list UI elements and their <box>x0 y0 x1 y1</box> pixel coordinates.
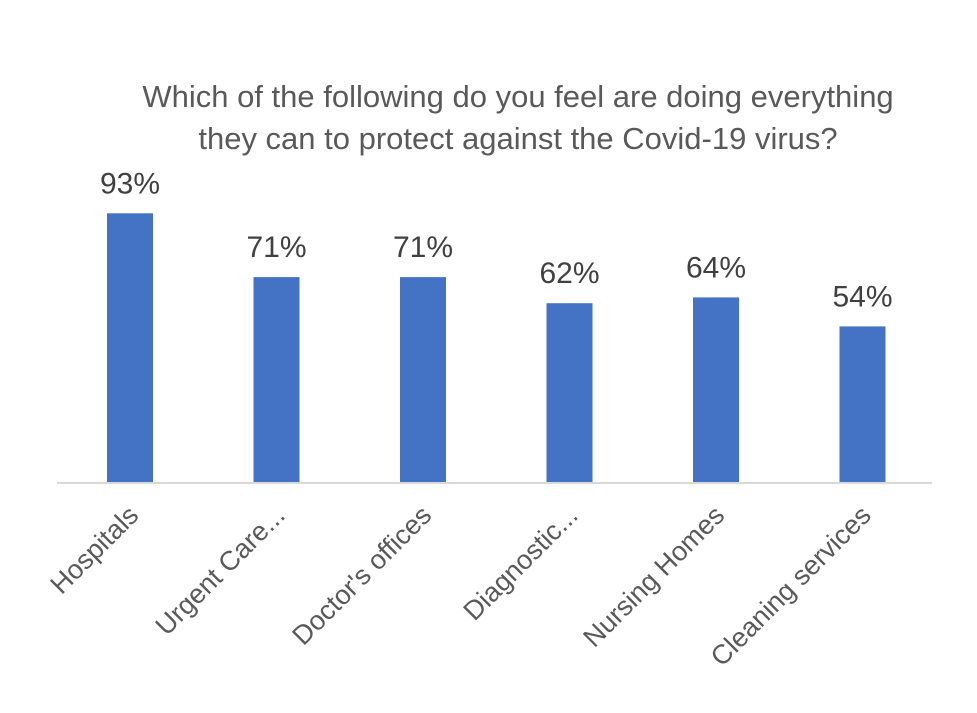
data-label: 93% <box>100 167 160 200</box>
data-label: 64% <box>686 251 746 284</box>
bar <box>546 303 593 483</box>
data-label: 54% <box>832 280 892 313</box>
data-label: 62% <box>539 257 599 290</box>
bar <box>400 277 446 483</box>
bar <box>693 297 739 483</box>
bar <box>107 213 153 484</box>
bar <box>839 326 886 483</box>
x-tick-label: Urgent Care... <box>150 500 291 641</box>
data-label: 71% <box>246 231 306 264</box>
x-tick-label: Nursing Homes <box>577 500 730 653</box>
chart-title: Which of the following do you feel are d… <box>142 79 894 156</box>
x-tick-label: Cleaning services <box>705 500 877 672</box>
x-tick-label: Diagnostic... <box>457 500 583 626</box>
bar <box>253 277 300 483</box>
data-label: 71% <box>393 231 453 264</box>
x-tick-label: Hospitals <box>45 500 145 600</box>
x-tick-label: Doctor's offices <box>286 500 437 651</box>
